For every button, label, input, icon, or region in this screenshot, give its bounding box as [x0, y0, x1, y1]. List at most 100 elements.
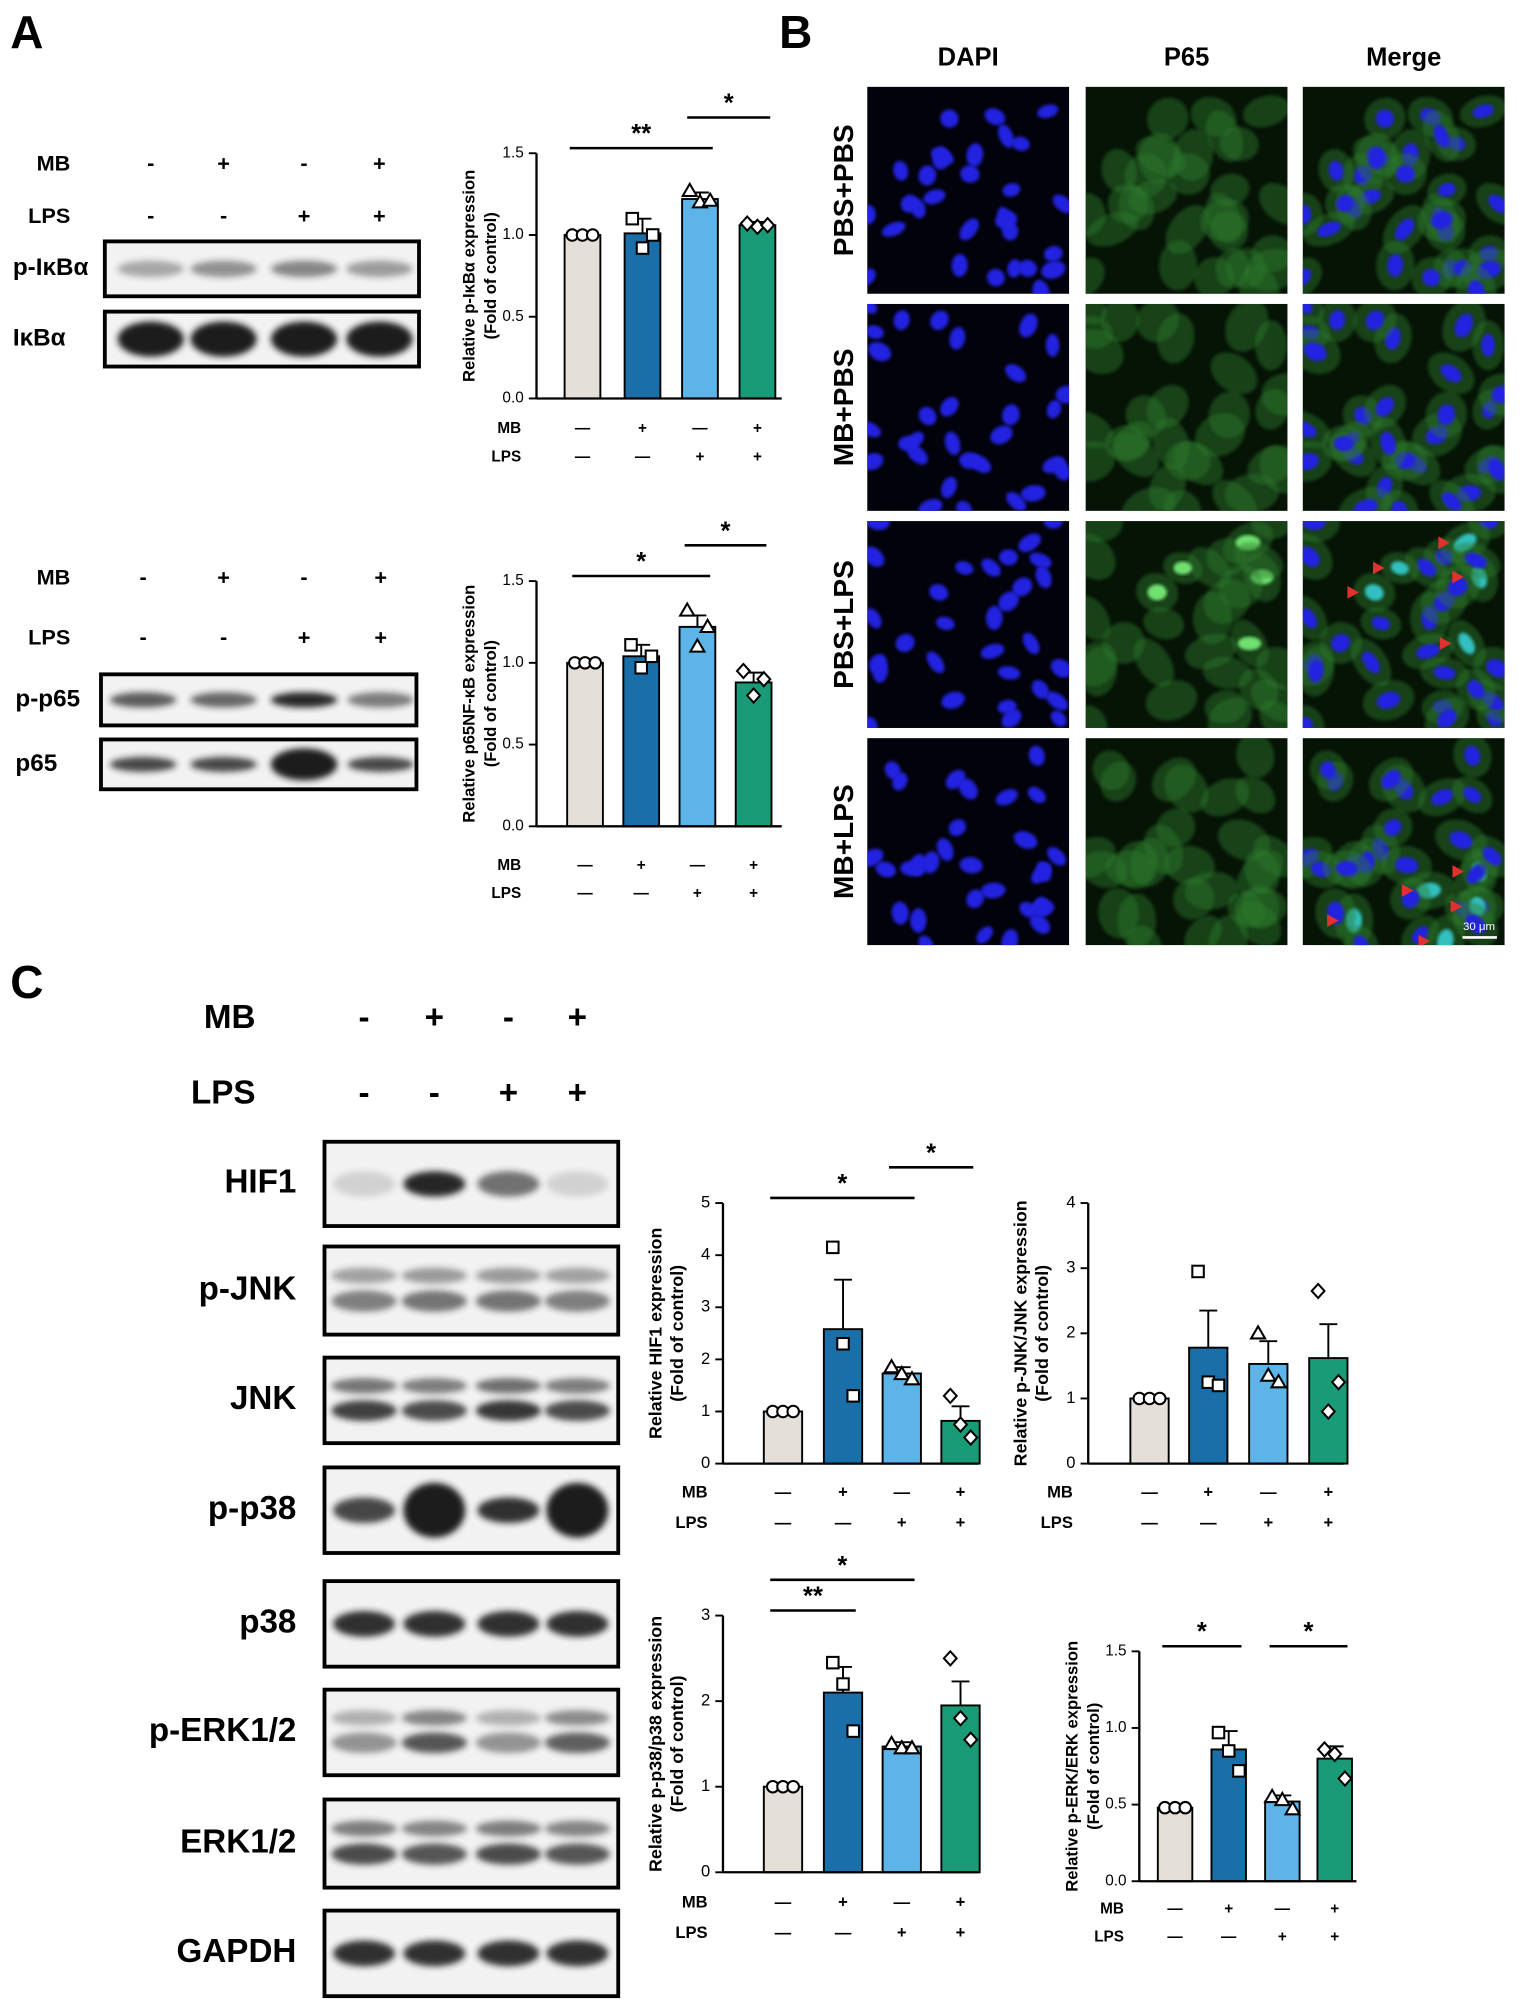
- data-point: [846, 1389, 861, 1403]
- nucleus: [1365, 310, 1385, 331]
- bar: [566, 661, 604, 828]
- nucleus: [1011, 136, 1030, 151]
- significance-label: *: [926, 1139, 936, 1167]
- nucleus: [867, 716, 878, 728]
- data-point: [962, 1731, 979, 1749]
- data-point: [836, 1336, 850, 1351]
- blot-band: [475, 1267, 542, 1284]
- data-point: [644, 649, 659, 664]
- blot-band: [401, 1710, 467, 1726]
- micrograph: [867, 86, 1070, 294]
- group-mark: —: [893, 1892, 910, 1911]
- data-point: [588, 656, 603, 670]
- group-mark: —: [575, 448, 591, 465]
- cell-body: [1164, 489, 1202, 511]
- row-label: MB+LPS: [828, 784, 859, 899]
- nucleus: [910, 908, 927, 933]
- blot-band: [401, 1820, 467, 1837]
- nucleus: [1464, 552, 1488, 569]
- nucleus: [867, 521, 890, 531]
- nucleus: [881, 221, 906, 237]
- blot-box: [322, 1355, 621, 1446]
- group-mark: +: [1330, 1928, 1339, 1945]
- nucleus: [1331, 633, 1351, 652]
- treatment-label: LPS: [28, 624, 70, 649]
- nucleus: [951, 254, 968, 277]
- treatment-mark: -: [300, 564, 307, 589]
- bar: [1156, 1806, 1194, 1883]
- nucleus: [918, 406, 937, 426]
- nucleus: [1467, 279, 1486, 294]
- significance-label: *: [721, 517, 731, 545]
- group-mark: —: [775, 1892, 792, 1911]
- cell-body: [1136, 303, 1180, 343]
- bar: [563, 234, 602, 400]
- micrograph: [1302, 86, 1505, 294]
- blot-band: [546, 1482, 609, 1538]
- nucleus: [1047, 847, 1067, 866]
- significance-label: *: [837, 1552, 847, 1580]
- nucleus: [1481, 333, 1495, 357]
- bar: [822, 1691, 864, 1874]
- y-tick-label: 0.0: [1105, 1872, 1126, 1889]
- nucleus: [1375, 397, 1395, 417]
- significance-label: *: [837, 1170, 847, 1198]
- bar: [762, 1785, 804, 1874]
- cell-body: [1194, 257, 1235, 294]
- group-mark: —: [1141, 1513, 1158, 1532]
- bar-chart: Relative p65NF-κB expression (Fold of con…: [459, 517, 782, 902]
- nucleus: [1488, 194, 1505, 213]
- blot-band: [346, 260, 413, 278]
- cell-body: [1218, 565, 1263, 609]
- blot-band: [190, 756, 257, 772]
- y-tick-label: 5: [701, 1192, 710, 1211]
- cell-body: [1085, 521, 1123, 543]
- nucleus: [999, 549, 1018, 566]
- cell-body: [1151, 757, 1197, 802]
- group-mark: +: [838, 1482, 848, 1501]
- nucleus: [1302, 421, 1317, 438]
- blot-band: [331, 1710, 397, 1726]
- cell-body: [1100, 303, 1140, 343]
- y-tick-label: 1: [1066, 1388, 1075, 1407]
- data-point: [1232, 1764, 1246, 1778]
- treatment-mark: -: [300, 150, 307, 175]
- group-label: LPS: [675, 1923, 707, 1942]
- group-mark: +: [1330, 1900, 1339, 1917]
- image-content: [1302, 738, 1505, 946]
- nucleus: [966, 889, 984, 909]
- treatment-mark: -: [429, 1074, 440, 1111]
- cell-body: [1126, 925, 1162, 946]
- group-mark: —: [835, 1513, 852, 1532]
- nucleus: [1441, 492, 1462, 511]
- data-point: [680, 181, 699, 197]
- group-mark: —: [692, 420, 708, 437]
- y-axis-label: Relative HIF1 expression: [645, 1228, 665, 1439]
- error-bar: [1199, 1309, 1218, 1348]
- band-label: IκBα: [13, 324, 66, 351]
- group-mark: +: [956, 1513, 966, 1532]
- data-point: [836, 1677, 850, 1691]
- nucleus: [960, 165, 980, 183]
- group-mark: —: [1221, 1928, 1237, 1945]
- band-label: JNK: [230, 1380, 296, 1417]
- data-point: [1191, 1264, 1205, 1279]
- cell-body: [1210, 173, 1250, 207]
- nucleus: [1029, 552, 1052, 569]
- blot-band: [117, 260, 184, 278]
- nucleus: [940, 397, 959, 417]
- blot-band: [331, 1400, 397, 1421]
- data-point: [903, 1739, 921, 1755]
- treatment-mark: -: [140, 624, 147, 649]
- image-content: [1302, 521, 1505, 728]
- cell-body: [1253, 835, 1288, 878]
- image-content: [1302, 303, 1505, 511]
- bar: [1129, 1397, 1170, 1465]
- treatment-mark: +: [373, 203, 386, 228]
- nucleus: [986, 605, 1003, 630]
- group-mark: —: [1141, 1482, 1158, 1501]
- nucleus: [891, 901, 909, 925]
- blot-band: [544, 1267, 611, 1284]
- cell-body: [1133, 638, 1175, 687]
